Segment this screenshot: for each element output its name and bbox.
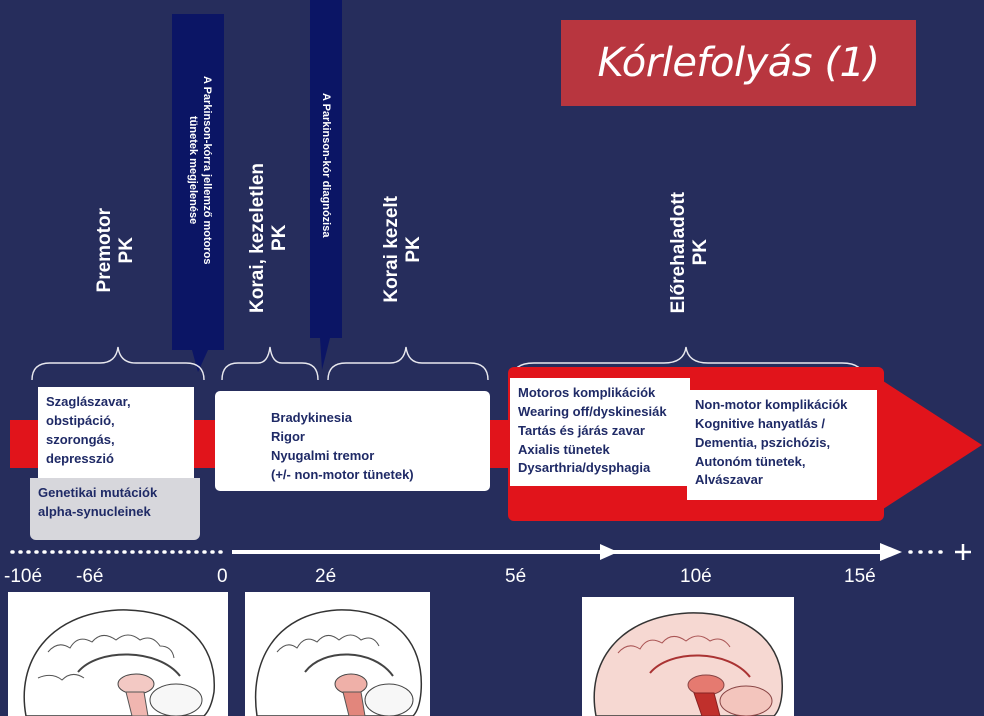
tick-label: 0	[217, 566, 228, 587]
nonmotor-complication: Autonóm tünetek,	[695, 453, 806, 469]
phase-advanced-line1: Előrehaladott	[668, 192, 690, 314]
early-symptom: Rigor	[271, 428, 305, 444]
phase-early-treated-line2: PK	[403, 235, 424, 263]
phase-premotor-line2: PK	[116, 236, 137, 264]
phase-early-untreated-line1: Korai, kezeletlen	[247, 163, 269, 313]
early-symptom: (+/- non-motor tünetek)	[271, 466, 414, 482]
diagnosis-banner-arrow	[310, 0, 342, 370]
phase-premotor: Premotor PK	[88, 190, 144, 310]
brace-advanced	[511, 346, 865, 381]
nonmotor-complication: Non-motor komplikációk	[695, 397, 848, 412]
brace-premotor	[31, 346, 205, 381]
nonmotor-complication: Dementia, pszichózis,	[695, 434, 831, 450]
genetic-line: alpha-synucleinek	[38, 503, 151, 519]
tick-label: 5é	[505, 566, 527, 587]
motor-complication: Axialis tünetek	[518, 441, 610, 457]
symptom-onset-line-1: A Parkinson-kórra jellemző motoros	[200, 75, 213, 265]
premotor-symptom: depresszió	[46, 450, 114, 466]
diagnosis-banner: A Parkinson-kór diagnózisa	[312, 60, 338, 270]
symptom-onset-banner: A Parkinson-kórra jellemző motoros tünet…	[178, 20, 220, 320]
nonmotor-complication: Alvászavar	[695, 472, 763, 488]
genetic-box: Genetikai mutációk alpha-synucleinek	[30, 478, 200, 540]
phase-braces	[31, 346, 865, 381]
premotor-symptom: szorongás,	[46, 431, 115, 447]
symptom-onset-line-2: tünetek megjelenése	[187, 115, 199, 225]
motor-complications-box: Motoros komplikációk Wearing off/dyskine…	[510, 378, 690, 486]
early-symptom: Bradykinesia	[271, 410, 352, 425]
phase-premotor-line1: Premotor	[94, 207, 116, 293]
nonmotor-complication: Kognitive hanyatlás /	[695, 415, 826, 431]
premotor-symptoms-box: Szaglászavar, obstipáció, szorongás, dep…	[38, 387, 194, 479]
brace-early-untreated	[221, 346, 319, 381]
early-symptoms-box: Bradykinesia Rigor Nyugalmi tremor (+/- …	[215, 391, 490, 491]
nonmotor-complications-box: Non-motor komplikációk Kognitive hanyatl…	[687, 390, 877, 500]
brain-sagittal-healthy-icon	[8, 592, 228, 716]
motor-complication: Tartás és járás zavar	[518, 422, 645, 438]
symptom-onset-banner-arrow	[172, 14, 224, 372]
brain-sagittal-early-icon	[245, 592, 430, 716]
phase-early-untreated: Korai, kezeletlen PK	[238, 148, 300, 328]
motor-complication: Dysarthria/dysphagia	[518, 460, 651, 476]
slide-title: Kórlefolyás (1)	[561, 20, 916, 106]
timeline-mid-arrowhead	[600, 544, 618, 560]
tick-label: -10é	[4, 566, 43, 587]
brain-sagittal-advanced-icon	[582, 597, 794, 716]
genetic-line: Genetikai mutációk	[38, 485, 158, 500]
timeline-plus-mark	[955, 544, 971, 560]
phase-advanced-line2: PK	[690, 239, 711, 267]
diagnosis-line: A Parkinson-kór diagnózisa	[319, 92, 332, 238]
motor-complication: Wearing off/dyskinesiák	[518, 403, 667, 419]
tick-label: 2é	[315, 566, 337, 587]
phase-early-untreated-line2: PK	[269, 224, 290, 252]
phase-advanced: Előrehaladott PK	[658, 178, 722, 328]
tick-label: 10é	[680, 566, 712, 587]
early-symptom: Nyugalmi tremor	[271, 447, 375, 463]
tick-label: 15é	[844, 566, 876, 587]
timeline-axis	[10, 543, 971, 561]
brace-early-treated	[327, 346, 489, 381]
phase-early-treated: Korai kezelt PK	[372, 184, 434, 314]
timeline-end-arrowhead	[880, 543, 902, 561]
tick-label: -6é	[76, 566, 104, 587]
premotor-symptom: Szaglászavar,	[46, 394, 131, 409]
motor-complication: Motoros komplikációk	[518, 385, 656, 400]
premotor-symptom: obstipáció,	[46, 412, 115, 428]
phase-early-treated-line1: Korai kezelt	[381, 195, 403, 303]
